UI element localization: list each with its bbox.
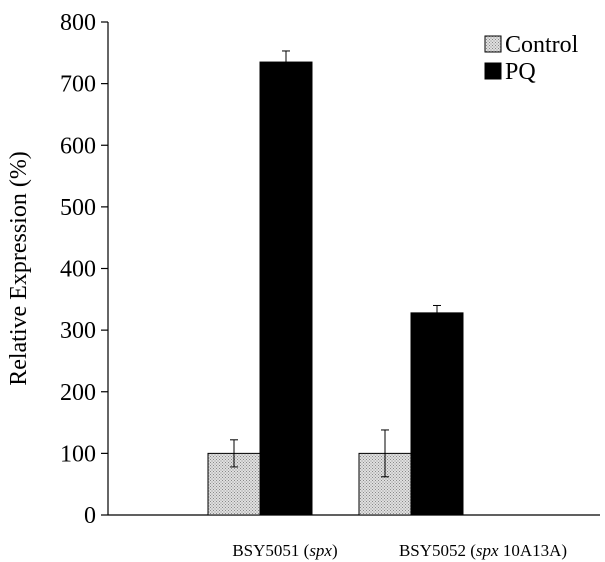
y-tick-label: 700 [60, 72, 96, 98]
y-tick-label: 600 [60, 133, 96, 159]
legend-label-control: Control [505, 32, 579, 58]
y-tick-label: 800 [60, 10, 96, 36]
legend-swatch-pq [484, 62, 502, 80]
x-category-label-0: BSY5051 (spx) [232, 541, 337, 560]
x-category-label-1: BSY5052 (spx 10A13A) [399, 541, 567, 560]
y-tick-label: 100 [60, 441, 96, 467]
legend-label-pq: PQ [505, 59, 536, 85]
bar-pq-1 [410, 312, 464, 516]
y-tick-label: 300 [60, 318, 96, 344]
y-axis-title: Relative Expression (%) [6, 151, 32, 386]
y-tick-label: 200 [60, 380, 96, 406]
y-tick-label: 0 [84, 503, 96, 529]
bar-pq-0 [259, 61, 313, 516]
y-tick-label: 500 [60, 195, 96, 221]
plot-area: 0 100 200 300 400 500 600 700 800 Relative Expres… [6, 10, 600, 560]
legend-swatch-control [484, 35, 502, 53]
y-tick-label: 400 [60, 257, 96, 283]
